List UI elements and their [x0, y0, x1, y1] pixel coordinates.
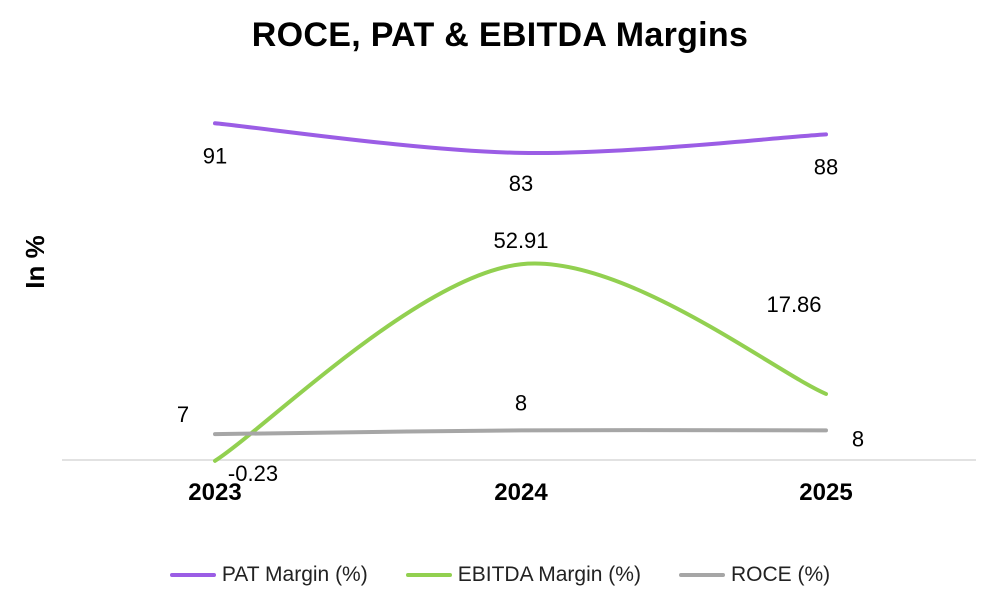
legend-swatch — [405, 573, 452, 577]
x-tick-label: 2024 — [494, 479, 548, 506]
legend-item-3: ROCE (%) — [678, 563, 831, 587]
legend: PAT Margin (%) EBITDA Margin (%) ROCE (%) — [0, 563, 1000, 587]
legend-label: EBITDA Margin (%) — [457, 563, 641, 586]
legend-item-2: EBITDA Margin (%) — [405, 563, 641, 587]
data-label: 7 — [177, 402, 189, 427]
legend-label: ROCE (%) — [730, 563, 831, 586]
legend-label: PAT Margin (%) — [221, 563, 368, 586]
data-label: 83 — [509, 171, 533, 196]
chart-title: ROCE, PAT & EBITDA Margins — [251, 16, 749, 54]
x-tick-label: 2023 — [188, 479, 241, 506]
y-axis-label: In % — [20, 235, 50, 288]
legend-item-1: PAT Margin (%) — [169, 563, 368, 587]
data-label: -0.23 — [228, 461, 278, 486]
series-line-3 — [213, 428, 828, 437]
data-label: 8 — [852, 426, 864, 451]
data-label: 52.91 — [493, 228, 548, 253]
data-label: 91 — [203, 143, 227, 168]
x-tick-label: 2025 — [799, 479, 852, 506]
data-label: 88 — [814, 154, 838, 179]
legend-swatch — [169, 573, 216, 577]
series-line-2 — [213, 261, 828, 463]
series-line-1 — [213, 121, 828, 156]
legend-swatch — [678, 573, 725, 577]
data-label: 17.86 — [766, 292, 821, 317]
data-label: 8 — [515, 390, 527, 415]
